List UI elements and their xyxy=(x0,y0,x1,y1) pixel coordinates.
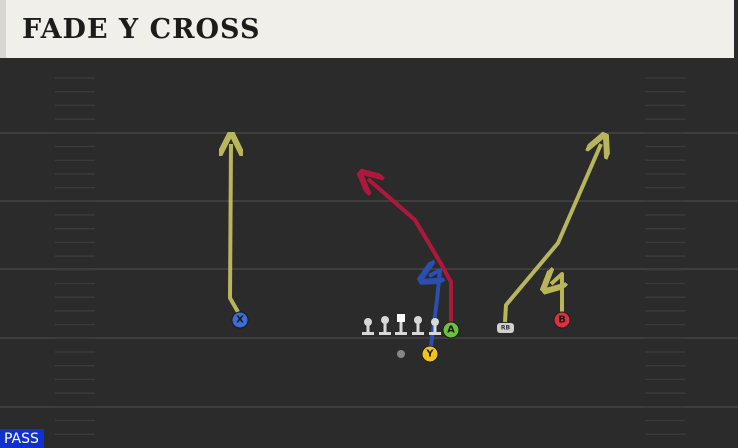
player: RB xyxy=(497,323,514,333)
route xyxy=(230,144,238,313)
player-label: B xyxy=(558,315,566,326)
player-label: Y xyxy=(425,349,434,360)
player-label: RB xyxy=(501,325,511,332)
play-type: PASS xyxy=(0,429,44,448)
linemen xyxy=(362,314,441,335)
player-label: A xyxy=(447,325,455,336)
player: B xyxy=(553,311,571,329)
header: FADE Y CROSS xyxy=(0,0,734,58)
route xyxy=(503,144,601,323)
player: Y xyxy=(421,345,439,363)
ball xyxy=(397,350,405,358)
player: A xyxy=(442,321,460,339)
yard-lines xyxy=(0,132,738,408)
route xyxy=(551,274,562,312)
turf xyxy=(0,58,738,448)
hash-marks xyxy=(55,77,685,435)
player-label: X xyxy=(236,315,244,326)
player: X xyxy=(231,311,249,329)
play-title: FADE Y CROSS xyxy=(22,14,261,45)
